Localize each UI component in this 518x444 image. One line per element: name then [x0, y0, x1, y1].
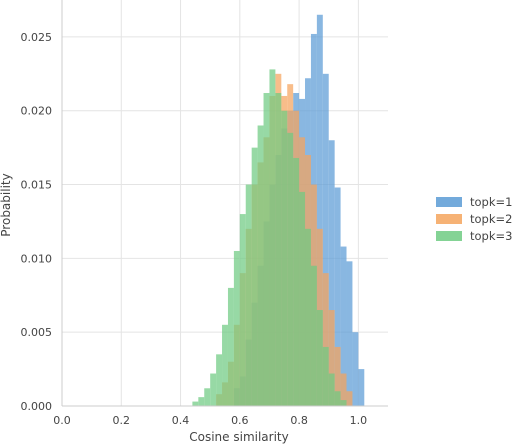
histogram-bar — [305, 228, 311, 406]
histogram-bar — [316, 310, 323, 406]
y-tick-label: 0.020 — [21, 105, 53, 118]
histogram-bar — [263, 93, 270, 406]
histogram-bars — [192, 14, 365, 407]
legend: topk=1 topk=2 topk=3 — [436, 195, 512, 243]
y-tick-labels: 0.000 0.005 0.010 0.015 0.020 0.025 — [21, 31, 53, 413]
histogram-bar — [316, 14, 323, 406]
histogram-bar — [340, 400, 347, 406]
legend-label: topk=3 — [470, 229, 512, 243]
x-tick-label: 0.8 — [290, 414, 308, 427]
histogram-bar — [322, 346, 329, 406]
histogram-bar — [245, 184, 252, 406]
histogram-bar — [328, 373, 335, 406]
histogram-bar — [210, 373, 217, 406]
histogram-bar — [287, 132, 294, 406]
histogram-bar — [204, 388, 211, 406]
legend-swatch — [436, 214, 462, 224]
histogram-bar — [340, 373, 347, 406]
histogram-bar — [328, 310, 335, 406]
x-tick-labels: 0.0 0.2 0.4 0.6 0.8 1.0 — [53, 414, 367, 427]
y-tick-label: 0.010 — [21, 252, 53, 265]
histogram-bar — [192, 401, 199, 406]
histogram-bar — [358, 369, 365, 406]
histogram-bar — [310, 265, 317, 406]
y-tick-label: 0.025 — [21, 31, 53, 44]
x-tick-label: 0.0 — [53, 414, 71, 427]
y-tick-label: 0.005 — [21, 326, 53, 339]
series-topk=3 — [192, 69, 347, 407]
y-tick-label: 0.015 — [21, 179, 53, 192]
histogram-bar — [328, 140, 335, 406]
histogram-bar — [322, 73, 329, 407]
histogram-bar — [275, 93, 282, 406]
histogram-bar — [269, 69, 276, 406]
histogram-bar — [299, 191, 306, 406]
histogram-bar — [334, 391, 341, 406]
histogram-bar — [293, 157, 300, 406]
histogram-bar — [340, 246, 347, 406]
x-tick-label: 0.4 — [172, 414, 190, 427]
legend-swatch — [436, 231, 462, 241]
histogram-bar — [334, 346, 341, 406]
legend-label: topk=2 — [470, 212, 512, 226]
histogram-bar — [346, 391, 353, 406]
histogram-bar — [334, 187, 341, 406]
x-tick-label: 0.6 — [231, 414, 249, 427]
histogram-bar — [281, 110, 288, 407]
x-tick-label: 0.2 — [113, 414, 131, 427]
histogram-bar — [346, 261, 353, 406]
y-axis-label: Probability — [0, 173, 13, 236]
histogram-bar — [227, 287, 234, 406]
histogram-bar — [251, 147, 258, 407]
histogram-bar — [257, 125, 264, 406]
histogram-bar — [222, 324, 228, 406]
axes — [61, 0, 388, 407]
histogram-bar — [216, 354, 223, 406]
legend-label: topk=1 — [470, 195, 512, 209]
histogram-bar — [198, 397, 205, 406]
histogram-bar — [322, 273, 329, 406]
histogram-bar — [239, 214, 246, 406]
histogram-bar — [352, 332, 359, 406]
x-tick-label: 1.0 — [350, 414, 368, 427]
legend-swatch — [436, 197, 462, 207]
y-tick-label: 0.000 — [21, 400, 53, 413]
x-axis-label: Cosine similarity — [189, 430, 288, 444]
histogram-bar — [233, 250, 240, 406]
